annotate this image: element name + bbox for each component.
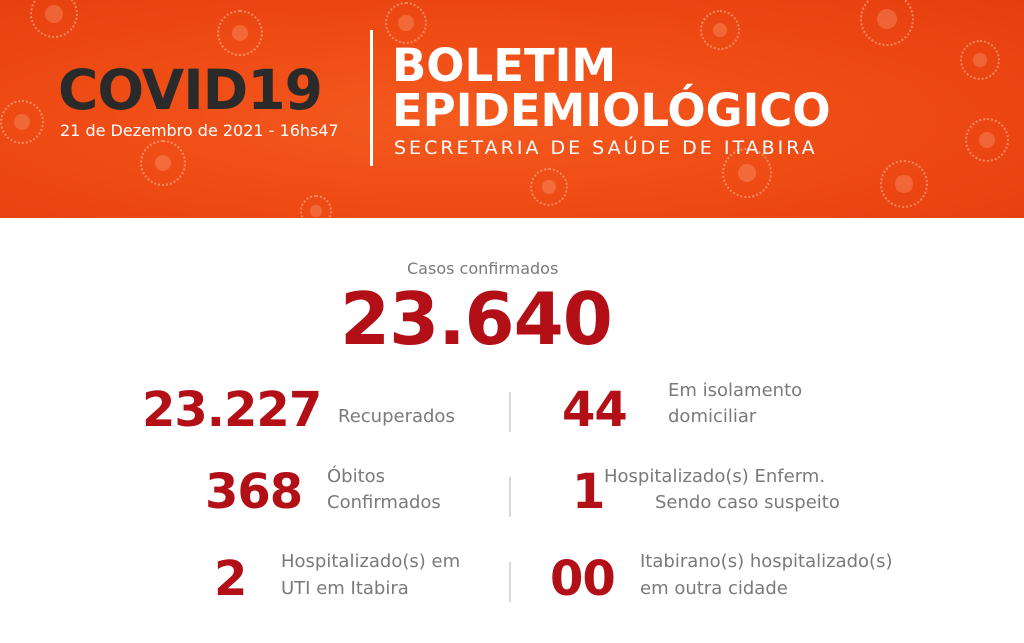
recovered-value: 23.227 [142,382,322,438]
covid-title: COVID19 [58,58,323,122]
virus-icon [700,10,740,50]
deaths-label-line2: Confirmados [327,492,441,513]
column-divider [509,477,511,517]
virus-icon [860,0,914,46]
virus-icon [30,0,78,38]
hospitalized-other-city-label-line1: Itabirano(s) hospitalizado(s) [640,551,893,572]
confirmed-label: Casos confirmados [407,259,559,278]
bulletin-date: 21 de Dezembro de 2021 - 16hs47 [60,121,339,140]
home-isolation-label-line2: domiciliar [668,406,757,427]
hospitalized-icu-label-line2: UTI em Itabira [281,578,409,599]
deaths-value: 368 [205,464,303,520]
home-isolation-value: 44 [562,382,628,438]
virus-icon [965,118,1009,162]
recovered-label: Recuperados [338,406,455,427]
secretariat-name: SECRETARIA DE SAÚDE DE ITABIRA [394,137,818,159]
hospitalized-icu-label-line1: Hospitalizado(s) em [281,551,461,572]
column-divider [509,392,511,432]
deaths-label-line1: Óbitos [327,466,386,487]
bulletin-title-line2: EPIDEMIOLÓGICO [392,84,831,137]
hospitalized-icu-value: 2 [214,551,247,607]
virus-icon [385,2,427,44]
hospitalized-ward-label-line1: Hospitalizado(s) Enferm. [604,466,826,487]
virus-icon [217,10,263,56]
header-banner: COVID19 21 de Dezembro de 2021 - 16hs47 … [0,0,1024,218]
virus-icon [880,160,928,208]
hospitalized-other-city-value: 00 [550,551,616,607]
column-divider [509,562,511,602]
home-isolation-label-line1: Em isolamento [668,380,803,401]
virus-icon [722,148,772,198]
confirmed-value: 23.640 [340,277,613,361]
virus-icon [300,195,332,218]
virus-icon [530,168,568,206]
virus-icon [0,100,44,144]
virus-icon [960,40,1000,80]
hospitalized-ward-value: 1 [572,464,605,520]
hospitalized-ward-label-line2: Sendo caso suspeito [655,492,840,513]
bulletin-title-line1: BOLETIM [392,39,617,92]
hospitalized-other-city-label-line2: em outra cidade [640,578,788,599]
virus-icon [140,140,186,186]
header-divider [370,30,373,166]
